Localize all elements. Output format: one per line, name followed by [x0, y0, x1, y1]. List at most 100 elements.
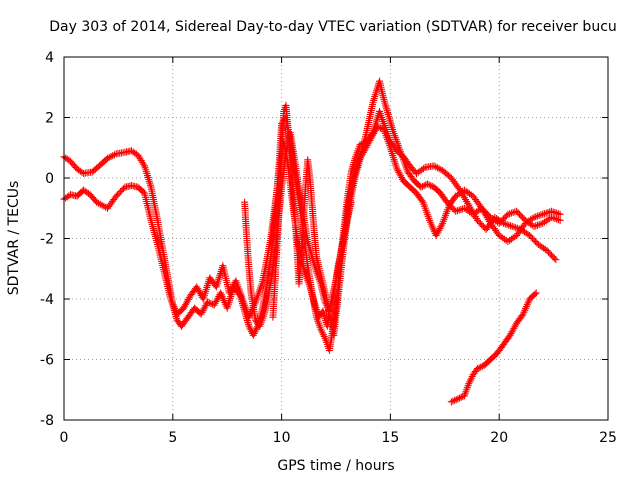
- data-point: [511, 208, 519, 216]
- data-point: [457, 393, 465, 401]
- data-point: [136, 155, 144, 163]
- series-track-5: [447, 289, 540, 406]
- data-point: [554, 210, 562, 218]
- data-point: [547, 213, 555, 221]
- y-tick-label: -2: [40, 232, 54, 248]
- data-point: [467, 191, 475, 199]
- data-point: [417, 183, 425, 191]
- data-point: [535, 212, 543, 220]
- data-point: [476, 219, 484, 227]
- y-tick-label: 4: [45, 50, 54, 66]
- x-tick-label: 20: [490, 430, 508, 446]
- data-point: [530, 213, 538, 221]
- data-point: [513, 207, 521, 215]
- data-point: [544, 208, 552, 216]
- data-point: [495, 219, 503, 227]
- data-point: [517, 212, 525, 220]
- data-point: [444, 200, 452, 208]
- data-point: [459, 205, 467, 213]
- data-point: [473, 216, 481, 224]
- data-point: [532, 289, 540, 297]
- x-tick-label: 15: [381, 430, 399, 446]
- data-point: [500, 215, 508, 223]
- data-point: [501, 220, 509, 228]
- x-axis-label: GPS time / hours: [277, 458, 394, 474]
- data-point: [134, 151, 142, 159]
- data-point: [482, 209, 490, 217]
- data-point: [531, 238, 539, 246]
- data-point: [511, 233, 519, 241]
- data-point: [498, 216, 506, 224]
- data-point: [118, 186, 126, 194]
- data-point: [451, 396, 459, 404]
- data-point: [484, 210, 492, 218]
- data-point: [535, 221, 543, 229]
- data-point: [551, 208, 559, 216]
- data-point: [545, 248, 553, 256]
- data-point: [418, 197, 426, 205]
- data-point: [373, 123, 381, 131]
- data-point: [527, 233, 535, 241]
- data-point: [427, 182, 435, 190]
- data-point: [533, 212, 541, 220]
- data-point: [204, 298, 212, 306]
- y-tick-label: 0: [45, 171, 54, 187]
- data-point: [518, 213, 526, 221]
- data-point: [501, 213, 509, 221]
- x-tick-label: 5: [168, 430, 177, 446]
- data-point: [481, 207, 489, 215]
- data-point: [377, 124, 385, 132]
- data-point: [455, 206, 463, 214]
- data-point: [516, 210, 524, 218]
- data-point: [505, 221, 513, 229]
- y-axis-label: SDTVAR / TECUs: [6, 181, 22, 296]
- data-point: [454, 395, 462, 403]
- data-point: [552, 256, 560, 264]
- data-point: [139, 160, 147, 168]
- data-point: [110, 151, 118, 159]
- data-point: [531, 290, 539, 298]
- axis-ticks: [63, 56, 609, 421]
- data-point: [117, 188, 125, 196]
- data-point: [475, 364, 483, 372]
- data-point: [556, 210, 564, 218]
- data-point: [375, 123, 383, 131]
- data-marks: [60, 77, 564, 406]
- data-point: [479, 206, 487, 214]
- data-point: [347, 198, 355, 206]
- data-point: [449, 397, 457, 405]
- data-point: [438, 221, 446, 229]
- data-point: [530, 222, 538, 230]
- data-point: [537, 211, 545, 219]
- data-point: [520, 221, 528, 229]
- data-point: [506, 210, 514, 218]
- data-point: [532, 222, 540, 230]
- data-point: [546, 250, 554, 258]
- data-point: [507, 222, 515, 230]
- data-point: [446, 201, 454, 209]
- chart-title: Day 303 of 2014, Sidereal Day-to-day VTE…: [49, 19, 617, 35]
- x-tick-label: 25: [599, 430, 617, 446]
- data-point: [135, 153, 143, 161]
- series-track-4: [269, 101, 355, 339]
- x-tick-label: 0: [60, 430, 69, 446]
- data-point: [138, 158, 146, 166]
- data-point: [419, 165, 427, 173]
- data-point: [547, 207, 555, 215]
- data-point: [507, 209, 515, 217]
- data-point: [512, 224, 520, 232]
- data-point: [504, 210, 512, 218]
- data-point: [425, 181, 433, 189]
- data-point: [550, 254, 558, 262]
- data-point: [554, 216, 562, 224]
- data-point: [475, 218, 483, 226]
- axis-tick-labels: 0 5 10 15 20 25 -8 -6 -4 -2 0 2 4: [40, 50, 617, 446]
- y-tick-label: -4: [40, 292, 54, 308]
- data-point: [452, 207, 460, 215]
- y-tick-label: 2: [45, 111, 54, 127]
- data-point: [556, 216, 564, 224]
- data-point: [551, 215, 559, 223]
- data-point: [477, 363, 485, 371]
